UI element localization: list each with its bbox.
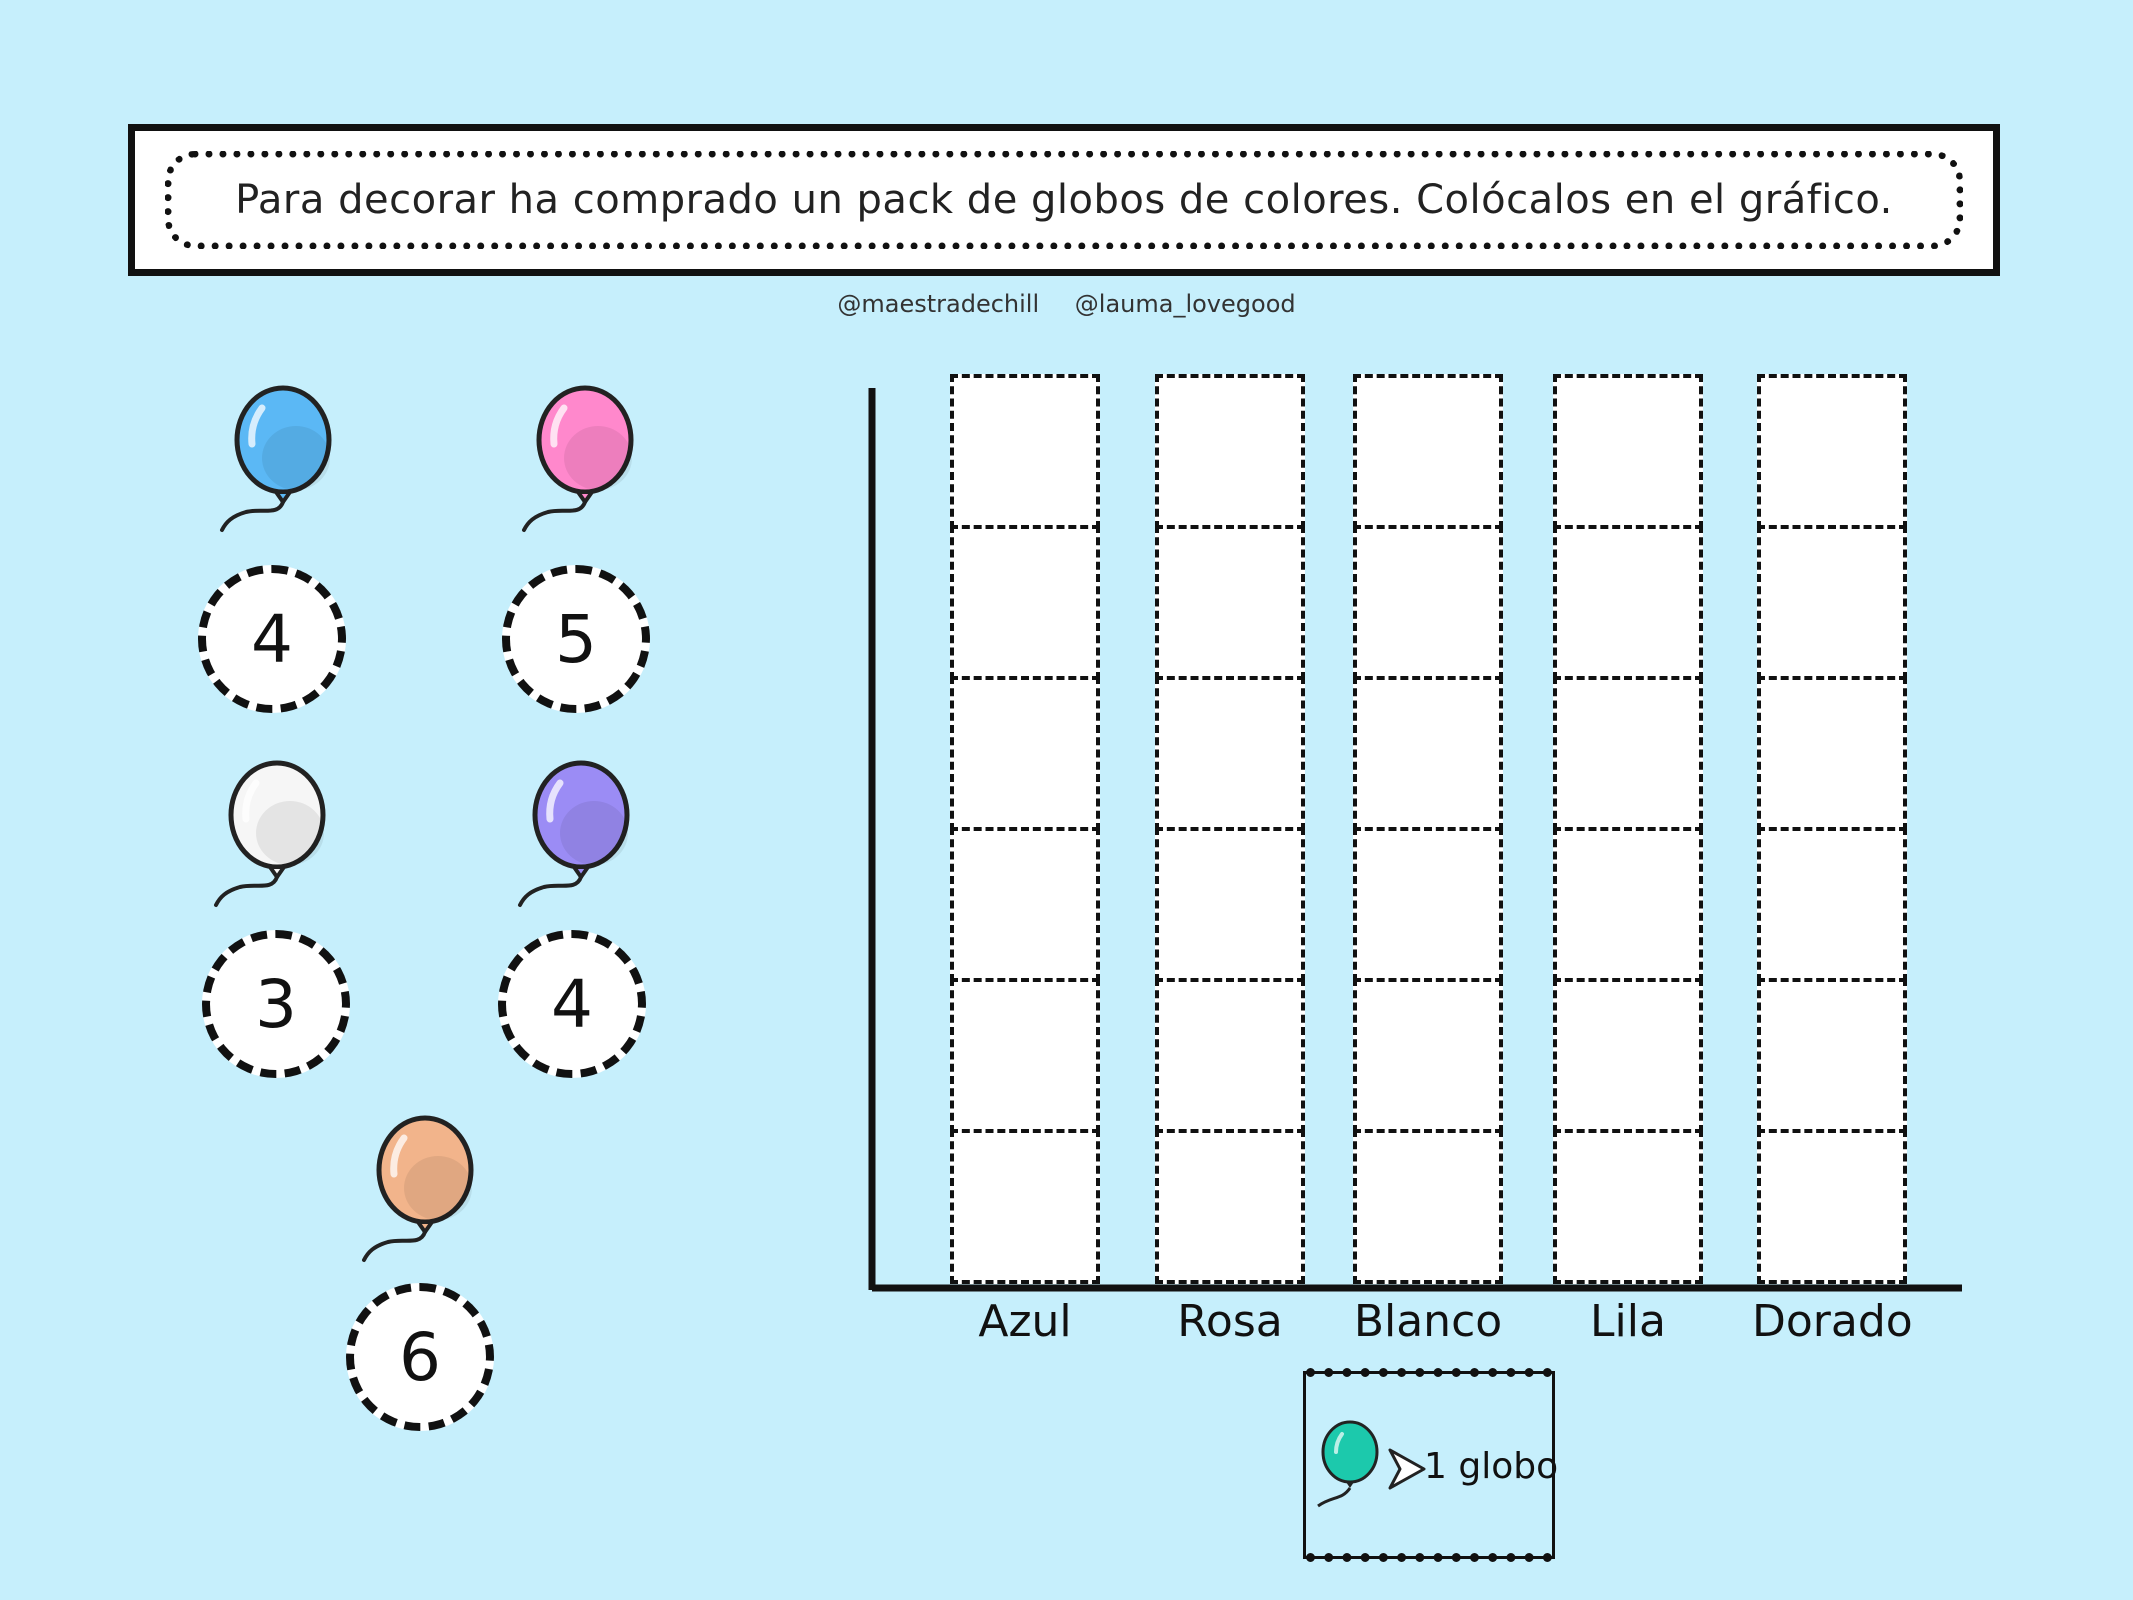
blue-balloon-icon [220,385,332,532]
chart-cell[interactable] [1353,1129,1503,1284]
chart-cell[interactable] [1553,525,1703,680]
instruction-frame: Para decorar ha comprado un pack de glob… [165,151,1963,249]
gold-count-circle: 6 [346,1283,494,1431]
chart-cell[interactable] [950,676,1100,831]
chart-cell[interactable] [1553,374,1703,529]
legend-dotted-border-bottom [1306,1553,1552,1562]
chart-cell[interactable] [1757,676,1907,831]
chart-cell[interactable] [1757,978,1907,1133]
pink-count-circle: 5 [502,565,650,713]
teal-balloon-icon [1317,1420,1379,1508]
legend-label: 1 globo [1424,1446,1559,1487]
chart-cell[interactable] [950,1129,1100,1284]
credit-handle-2: @lauma_lovegood [1074,290,1296,318]
chart-cell[interactable] [1353,827,1503,982]
chart-cell[interactable] [1353,374,1503,529]
category-label-lila: Lila [1590,1296,1666,1347]
legend-box: 1 globo [1303,1368,1559,1562]
chart-cell[interactable] [950,978,1100,1133]
category-label-azul: Azul [978,1296,1072,1347]
category-label-dorado: Dorado [1752,1296,1913,1347]
white-count-circle: 3 [202,930,350,1078]
chart-cell[interactable] [1155,827,1305,982]
chart-cell[interactable] [1757,374,1907,529]
chart-cell[interactable] [1353,525,1503,680]
chart-cell[interactable] [1155,676,1305,831]
chart-cell[interactable] [1155,1129,1305,1284]
chart-cell[interactable] [1553,978,1703,1133]
chart-cell[interactable] [1155,525,1305,680]
chart-cell[interactable] [950,374,1100,529]
pink-balloon-icon [522,385,634,532]
chart-cell[interactable] [1553,676,1703,831]
chart-cell[interactable] [1155,374,1305,529]
arrow-right-icon [1388,1448,1426,1490]
gold-balloon-icon [362,1115,474,1262]
chart-cell[interactable] [1353,978,1503,1133]
category-label-blanco: Blanco [1353,1296,1503,1347]
purple-count-circle: 4 [498,930,646,1078]
blue-count-circle: 4 [198,565,346,713]
instruction-text: Para decorar ha comprado un pack de glob… [235,177,1893,223]
category-label-rosa: Rosa [1177,1296,1283,1347]
chart-cell[interactable] [1155,978,1305,1133]
chart-cell[interactable] [1353,676,1503,831]
chart-cell[interactable] [1757,827,1907,982]
credits: @maestradechill @lauma_lovegood [0,290,2133,318]
purple-balloon-icon [518,760,630,907]
legend-dotted-border-top [1306,1368,1552,1377]
chart-cell[interactable] [1553,1129,1703,1284]
chart-cell[interactable] [1553,827,1703,982]
credit-handle-1: @maestradechill [837,290,1040,318]
chart-cell[interactable] [950,827,1100,982]
chart-cell[interactable] [1757,1129,1907,1284]
chart-cell[interactable] [1757,525,1907,680]
chart-cell[interactable] [950,525,1100,680]
white-balloon-icon [214,760,326,907]
instruction-banner: Para decorar ha comprado un pack de glob… [128,124,2000,276]
